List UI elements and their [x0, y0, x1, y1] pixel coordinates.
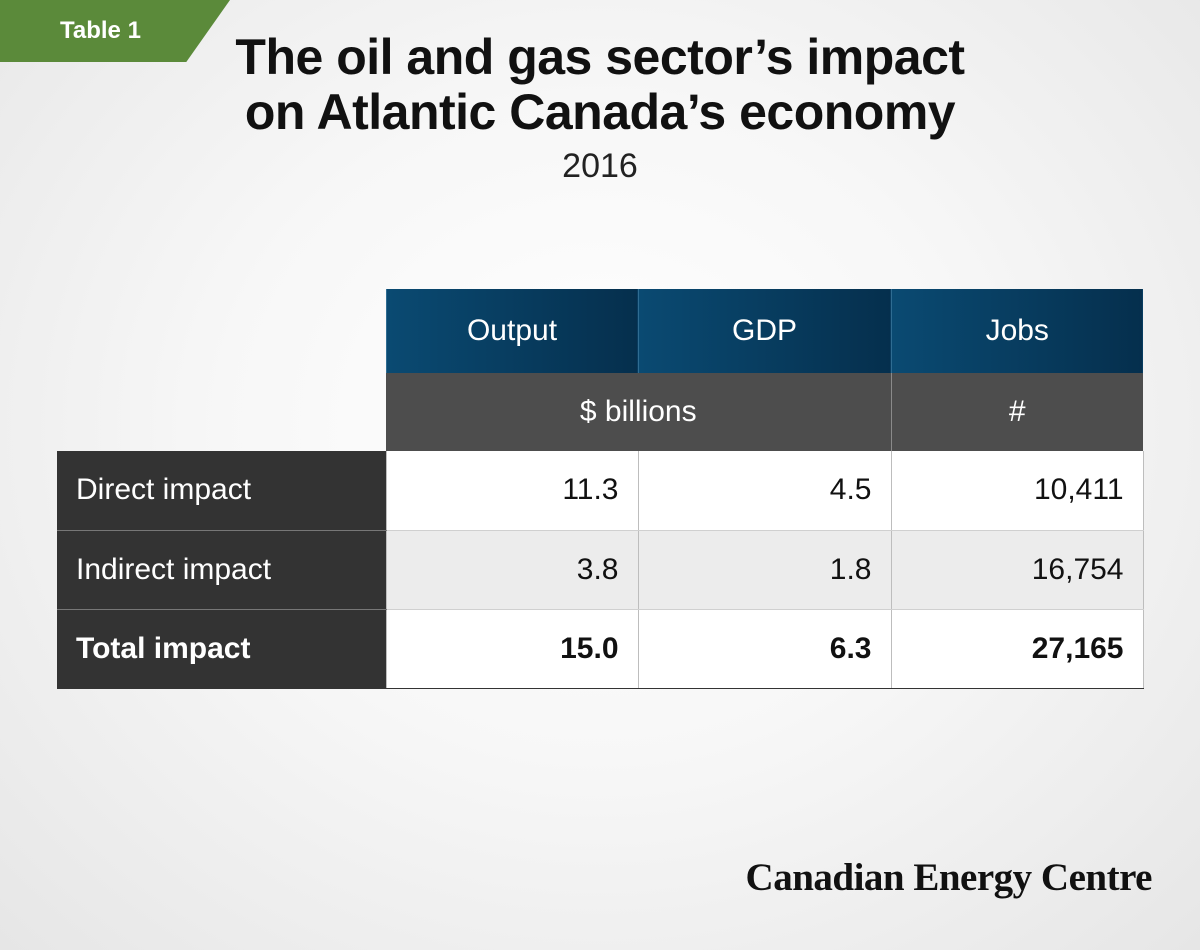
cell-output: 3.8 [385, 530, 638, 610]
cell-jobs: 10,411 [890, 451, 1144, 531]
unit-count: # [890, 373, 1143, 451]
table-tag-label: Table 1 [60, 17, 141, 44]
corner-blank [57, 289, 386, 373]
table-row: Direct impact 11.3 4.5 10,411 [57, 451, 1144, 531]
table-row-total: Total impact 15.0 6.3 27,165 [57, 609, 1144, 689]
cell-gdp: 1.8 [637, 530, 891, 610]
cell-jobs: 16,754 [890, 530, 1144, 610]
cell-jobs: 27,165 [890, 609, 1144, 689]
column-header-gdp: GDP [637, 289, 891, 373]
table-row: Indirect impact 3.8 1.8 16,754 [57, 530, 1144, 610]
column-header-output: Output [385, 289, 638, 373]
cell-gdp: 6.3 [637, 609, 891, 689]
cell-gdp: 4.5 [637, 451, 891, 531]
corner-blank-2 [57, 373, 386, 451]
column-header-row: Output GDP Jobs [57, 289, 1143, 373]
row-label: Indirect impact [57, 530, 386, 610]
title-line-2: on Atlantic Canada’s economy [244, 84, 956, 140]
column-header-jobs: Jobs [890, 289, 1143, 373]
title-line-1: The oil and gas sector’s impact [235, 29, 965, 85]
cell-output: 15.0 [385, 609, 638, 689]
brand-wordmark: Canadian Energy Centre [745, 856, 1153, 899]
row-label: Direct impact [57, 451, 386, 531]
unit-billions: $ billions [386, 373, 891, 451]
cell-output: 11.3 [385, 451, 638, 531]
unit-row: $ billions # [57, 373, 1143, 451]
subtitle-year: 2016 [562, 147, 638, 185]
table-tag [0, 0, 230, 62]
row-label: Total impact [57, 609, 386, 689]
impact-table: Output GDP Jobs $ billions # Direct impa… [57, 289, 1144, 689]
